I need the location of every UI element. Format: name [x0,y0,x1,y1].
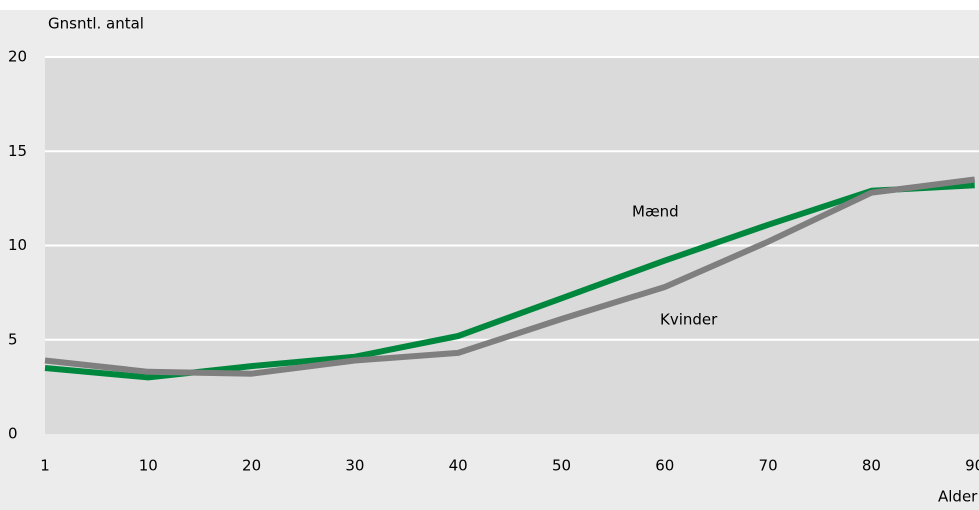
series-line [44,176,976,377]
series-label: Mænd [632,203,679,221]
y-tick-label: 15 [8,142,27,160]
y-tick-label: 10 [8,236,27,254]
x-tick-label: 70 [759,457,778,475]
x-tick-label: 1 [40,457,50,475]
y-tick-label: 5 [8,330,18,348]
x-tick-label: 80 [862,457,881,475]
y-axis-label: Gnsntl. antal [48,15,144,33]
x-tick-label: 90 [965,457,979,475]
x-tick-label: 50 [552,457,571,475]
x-tick-label: 60 [655,457,674,475]
y-tick-label: 20 [8,48,27,66]
y-tick-label: 0 [8,425,18,443]
x-tick-label: 30 [345,457,364,475]
x-tick-label: 20 [242,457,261,475]
x-axis-label: Alder [938,488,978,506]
series-label: Kvinder [660,311,718,329]
x-tick-label: 10 [139,457,158,475]
x-tick-label: 40 [449,457,468,475]
